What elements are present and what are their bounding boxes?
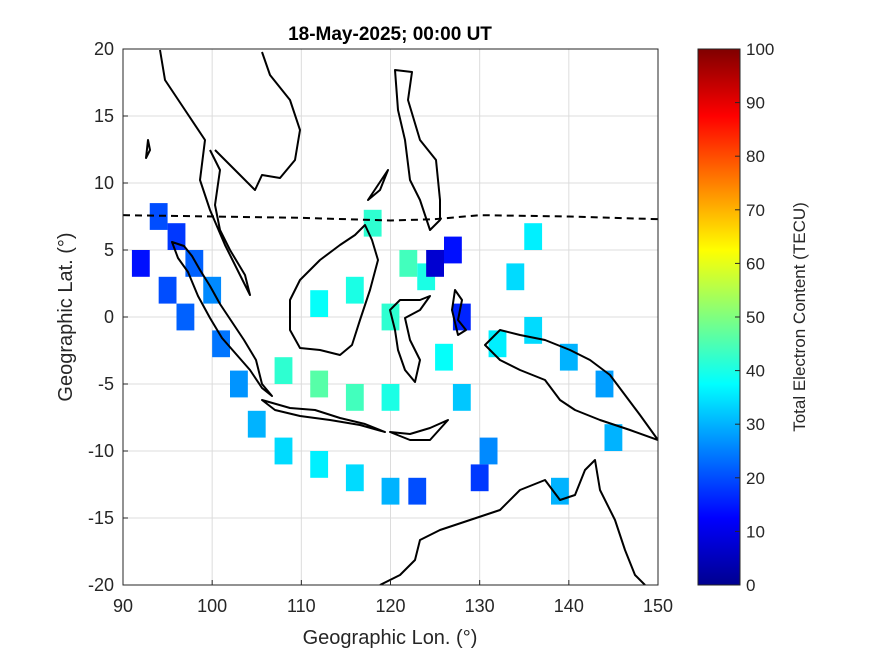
coastlines <box>145 49 658 585</box>
colorbar-tick-label: 90 <box>746 94 765 113</box>
colorbar-label: Total Electron Content (TECU) <box>790 202 809 432</box>
tec-cell <box>444 236 462 264</box>
x-tick-label: 150 <box>643 596 673 616</box>
tec-cell <box>479 437 498 465</box>
coastline-halmahera <box>451 289 467 336</box>
coastline-malay-peninsula <box>159 49 251 296</box>
colorbar-tick-label: 0 <box>746 576 755 595</box>
tec-cell <box>274 357 293 384</box>
y-axis-ticks: 20 15 10 5 0 -5 -10 -15 -20 <box>88 39 128 595</box>
colorbar-tick-label: 20 <box>746 469 765 488</box>
tec-cell <box>230 370 248 398</box>
tec-cell <box>408 477 427 505</box>
tec-cell <box>310 451 329 478</box>
x-tick-label: 110 <box>287 596 316 616</box>
tec-cell <box>185 250 204 277</box>
tec-cell <box>452 303 471 331</box>
colorbar-tick-label: 30 <box>746 415 765 434</box>
y-tick-label: -10 <box>88 441 114 461</box>
coastline-lesser-sunda <box>389 419 449 441</box>
tec-cell <box>131 250 150 277</box>
colorbar-tick-label: 100 <box>746 40 774 59</box>
y-tick-label: 15 <box>94 106 114 126</box>
tec-cell <box>595 370 614 398</box>
y-tick-label: -20 <box>88 575 114 595</box>
tec-cell <box>274 437 293 465</box>
coastline-australia <box>379 459 646 585</box>
tec-cell <box>381 477 400 505</box>
tec-cell <box>381 384 400 411</box>
y-tick-label: -15 <box>88 508 114 528</box>
tec-cell <box>488 330 507 358</box>
x-axis-label: Geographic Lon. (°) <box>303 627 478 649</box>
tec-cell <box>310 370 329 398</box>
coastline-sulawesi <box>389 295 431 383</box>
tec-cell <box>345 276 364 304</box>
y-tick-label: 10 <box>94 173 114 193</box>
x-tick-label: 140 <box>554 596 584 616</box>
tec-cell <box>345 464 364 492</box>
colorbar-tick-label: 50 <box>746 308 765 327</box>
tec-cell <box>559 343 578 371</box>
colorbar <box>697 48 741 586</box>
coastline-andaman <box>145 139 151 159</box>
tec-cell <box>149 203 168 230</box>
coastline-new-guinea <box>484 329 658 441</box>
tec-cell <box>604 424 623 451</box>
tec-cell <box>524 223 543 250</box>
colorbar-tick-label: 40 <box>746 362 765 381</box>
colorbar-tick-label: 80 <box>746 147 765 166</box>
tec-cell <box>435 343 453 371</box>
tec-cell <box>247 410 266 438</box>
colorbar-ticks: 0 10 20 30 40 50 60 70 80 90 100 <box>735 40 774 595</box>
tec-cell <box>176 303 195 331</box>
y-axis-label: Geographic Lat. (°) <box>55 232 77 401</box>
y-tick-label: 0 <box>104 307 114 327</box>
tec-cell <box>399 250 418 277</box>
colorbar-tick-label: 70 <box>746 201 765 220</box>
colorbar-tick-label: 60 <box>746 254 765 273</box>
tec-data-cells <box>131 203 623 505</box>
tec-cell <box>345 384 364 411</box>
y-tick-label: 20 <box>94 39 114 59</box>
colorbar-tick-label: 10 <box>746 522 765 541</box>
chart-title: 18-May-2025; 00:00 UT <box>288 24 492 45</box>
tec-cell <box>363 209 382 237</box>
coastline-philippines <box>394 69 441 231</box>
y-tick-label: -5 <box>98 374 114 394</box>
tec-cell <box>470 464 489 492</box>
tec-cell <box>158 276 177 304</box>
tec-cell <box>381 303 400 331</box>
x-tick-label: 120 <box>375 596 405 616</box>
y-tick-label: 5 <box>104 240 114 260</box>
coastline-indochina <box>214 51 301 191</box>
magnetic-equator-line <box>123 214 658 222</box>
tec-cell <box>452 384 471 411</box>
tec-cell <box>212 330 230 358</box>
x-tick-label: 100 <box>197 596 227 616</box>
x-axis-ticks: 90 100 110 120 130 140 150 <box>113 580 673 616</box>
tec-cell <box>310 290 329 317</box>
coastline-borneo <box>289 224 379 356</box>
x-tick-label: 130 <box>465 596 495 616</box>
coastline-palawan <box>367 169 389 201</box>
x-tick-label: 90 <box>113 596 133 616</box>
tec-cell <box>426 250 444 277</box>
tec-cell <box>506 263 525 291</box>
coastline-sumatra <box>171 241 273 397</box>
coastline-java <box>261 399 386 433</box>
